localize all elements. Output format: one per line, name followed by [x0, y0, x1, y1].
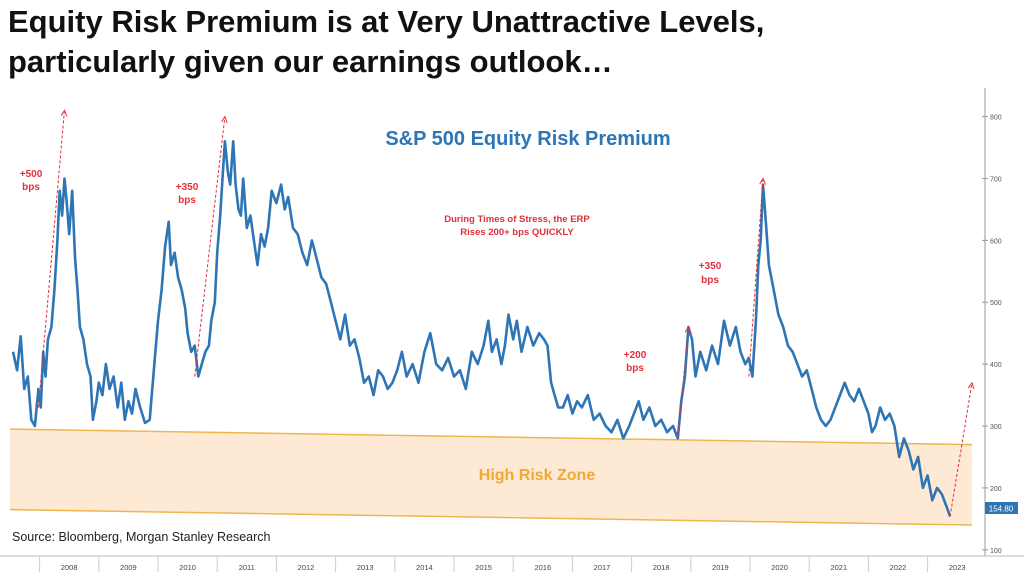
title-line-1: Equity Risk Premium is at Very Unattract…: [8, 4, 765, 39]
last-value-label: 154.80: [989, 505, 1014, 514]
last-value-badge: 154.80: [985, 502, 1018, 514]
annotation-arrow-2: [677, 327, 689, 439]
x-tick-label-2019: 2019: [712, 563, 729, 572]
stress-note-line-2: Rises 200+ bps QUICKLY: [460, 227, 574, 238]
x-tick-label-2023: 2023: [949, 563, 966, 572]
x-tick-label-2022: 2022: [890, 563, 907, 572]
zone-label: High Risk Zone: [479, 467, 596, 484]
y-tick-label-400: 400: [990, 362, 1002, 369]
x-tick-label-2016: 2016: [534, 563, 551, 572]
annotation-350bps-2020-unit: bps: [701, 275, 719, 286]
y-tick-label-800: 800: [990, 115, 1002, 122]
series-line-0: [11, 140, 952, 517]
zone-band: [10, 429, 972, 526]
annotation-arrow-0: [37, 110, 64, 408]
high-risk-zone: [9, 428, 973, 526]
x-tick-label-2008: 2008: [61, 563, 78, 572]
annotation-350bps-2020: +350 bps: [699, 261, 722, 286]
x-tick-label-2015: 2015: [475, 563, 492, 572]
annotation-arrow-3: [748, 178, 763, 377]
annotation-arrows: [37, 110, 972, 517]
annotation-500bps: +500 bps: [20, 169, 43, 193]
stress-note-line-1: During Times of Stress, the ERP: [444, 214, 590, 225]
erp-chart: 100 200 300 400 500 600 700 800 2008 2009 2010 2011…: [0, 88, 1024, 572]
title-line-2: particularly given our earnings outlook…: [8, 44, 613, 79]
annotation-200bps-unit: bps: [626, 363, 644, 374]
annotation-200bps: +200 bps: [624, 350, 647, 374]
annotation-arrow-4: [949, 383, 972, 517]
annotation-500bps-value: +500: [20, 169, 43, 180]
zone-lower-line: [9, 508, 973, 526]
y-tick-label-300: 300: [990, 424, 1002, 431]
y-tick-label-200: 200: [990, 486, 1002, 493]
x-tick-label-2012: 2012: [298, 563, 315, 572]
source-note: Source: Bloomberg, Morgan Stanley Resear…: [12, 530, 271, 544]
x-tick-label-2014: 2014: [416, 563, 433, 572]
x-tick-label-2011: 2011: [239, 563, 255, 572]
x-tick-label-2010: 2010: [179, 563, 196, 572]
annotation-500bps-unit: bps: [22, 182, 40, 193]
annotation-200bps-value: +200: [624, 350, 647, 361]
y-tick-label-600: 600: [990, 238, 1002, 245]
x-tick-label-2018: 2018: [653, 563, 670, 572]
x-tick-label-2020: 2020: [771, 563, 788, 572]
zone-upper-line: [9, 428, 973, 446]
x-tick-label-2017: 2017: [594, 563, 611, 572]
y-tick-label-500: 500: [990, 300, 1002, 307]
annotation-350bps-2011-unit: bps: [178, 195, 196, 206]
chart-title: S&P 500 Equity Risk Premium: [385, 128, 670, 150]
annotation-arrow-1: [194, 117, 225, 377]
page-title: Equity Risk Premium is at Very Unattract…: [8, 2, 1008, 82]
annotation-350bps-2020-value: +350: [699, 261, 722, 272]
x-tick-label-2013: 2013: [357, 563, 374, 572]
stress-note: During Times of Stress, the ERP Rises 20…: [444, 214, 590, 238]
last-value-badge-box: [985, 502, 1018, 514]
x-tick-label-2021: 2021: [830, 563, 847, 572]
x-tick-label-2009: 2009: [120, 563, 137, 572]
y-tick-label-700: 700: [990, 176, 1002, 183]
annotation-350bps-2011-value: +350: [176, 182, 199, 193]
axes: 100 200 300 400 500 600 700 800 2008 2009 2010 2011…: [0, 88, 1024, 572]
y-tick-label-100: 100: [990, 548, 1002, 555]
annotation-350bps-2011: +350 bps: [176, 182, 199, 206]
series-layer: [11, 140, 952, 517]
